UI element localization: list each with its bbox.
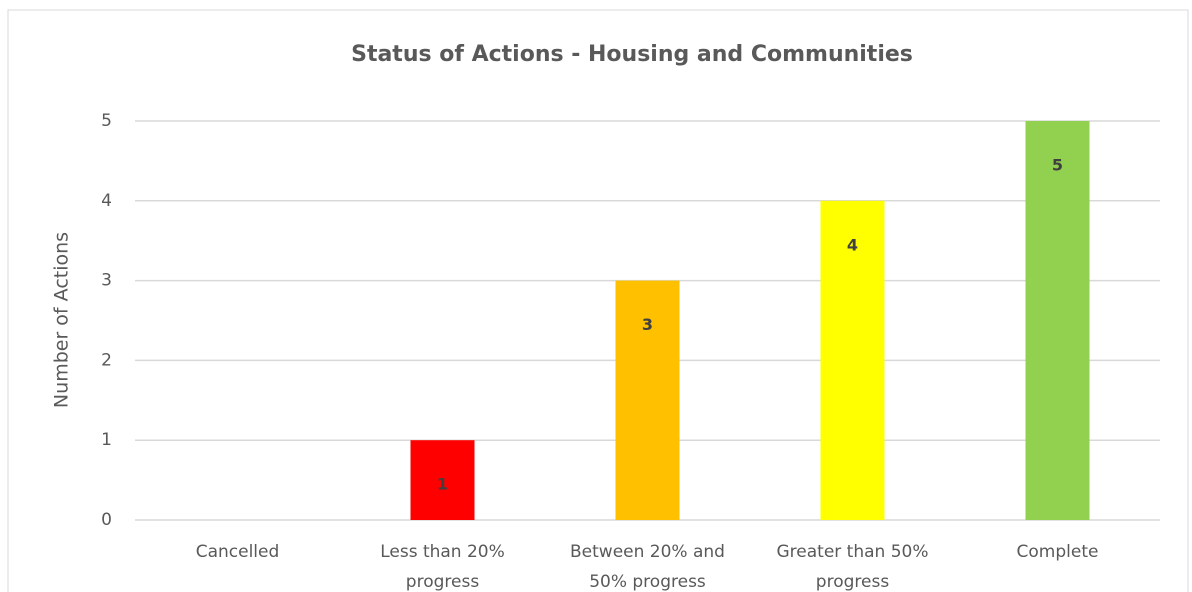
y-tick-label: 5 — [101, 111, 112, 131]
x-tick-label: Greater than 50% progress — [776, 542, 929, 592]
bar — [1025, 121, 1090, 520]
data-label: 5 — [1052, 156, 1063, 175]
y-tick-label: 2 — [101, 350, 112, 370]
data-label: 1 — [437, 475, 448, 494]
bar — [820, 200, 885, 521]
x-tick-label: Less than 20% progress — [380, 542, 505, 592]
chart-border — [7, 9, 1189, 592]
y-tick-label: 3 — [101, 271, 112, 291]
x-tick-label: Complete — [1016, 542, 1099, 562]
y-axis-label: Number of Actions — [51, 232, 73, 408]
y-tick-label: 4 — [101, 191, 112, 211]
bar — [615, 280, 680, 520]
data-label: 4 — [847, 235, 858, 254]
data-label: 3 — [642, 315, 653, 334]
bar — [410, 440, 475, 520]
x-tick-label: Cancelled — [195, 542, 280, 562]
chart-title: Status of Actions - Housing and Communit… — [351, 42, 913, 67]
x-tick-label: Between 20% and 50% progress — [570, 542, 725, 592]
y-tick-label: 0 — [101, 510, 112, 530]
y-tick-label: 1 — [101, 430, 112, 450]
